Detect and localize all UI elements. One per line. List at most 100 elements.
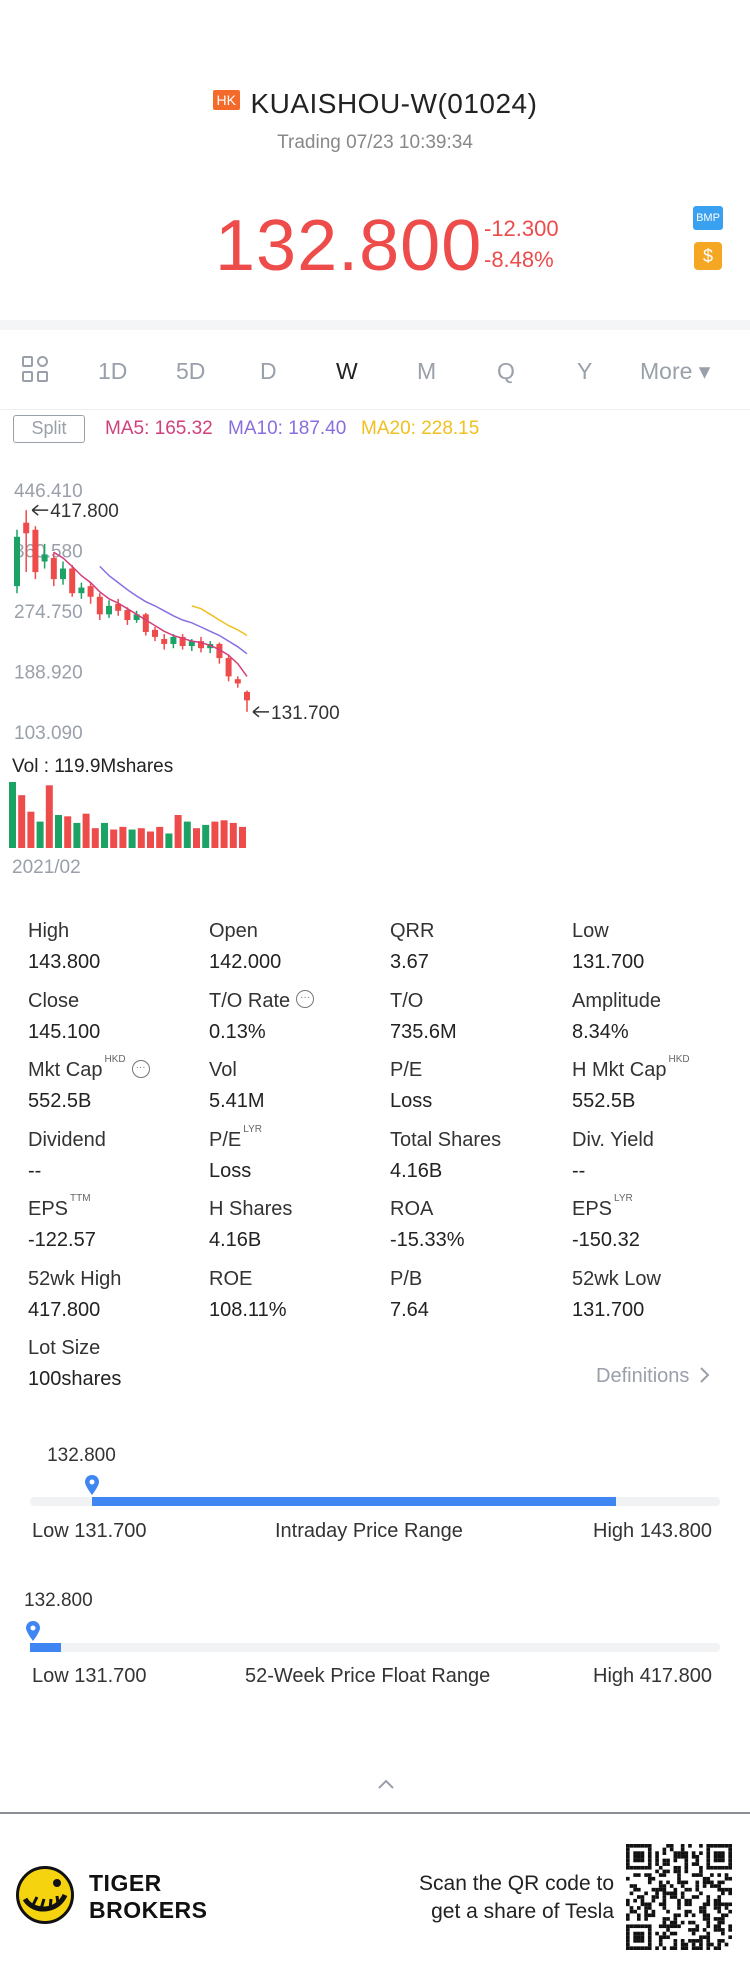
stat-value: -122.57	[28, 1229, 96, 1251]
info-icon[interactable]: ···	[296, 990, 315, 1009]
volume-bar	[27, 811, 35, 848]
stat-label: ROE	[209, 1268, 252, 1291]
volume-bar	[128, 829, 136, 848]
tab-0[interactable]: 1D	[98, 358, 128, 384]
candle-body	[78, 587, 85, 594]
trading-status: Trading 07/23 10:39:34	[277, 132, 473, 153]
chevron-up-icon[interactable]	[376, 1776, 396, 1792]
info-icon[interactable]: ···	[131, 1059, 150, 1078]
stat-value: Loss	[390, 1090, 433, 1112]
stat-value: 131.700	[572, 951, 645, 973]
stat-label-text: Open	[209, 920, 258, 942]
stat-label: Div. Yield	[572, 1129, 654, 1152]
stat-label-text: P/E	[209, 1128, 242, 1151]
tiger-logo-icon	[16, 1866, 74, 1924]
candle-body	[133, 614, 140, 620]
tab-2[interactable]: D	[260, 358, 277, 384]
candlestick-chart[interactable]: 446.410 360.580 274.750 188.920 103.090 417.8…	[0, 460, 750, 880]
stat-label-text: Close	[28, 989, 80, 1012]
grid-icon[interactable]	[22, 356, 50, 384]
volume-bar	[193, 828, 200, 848]
tab-3[interactable]: W	[336, 358, 358, 384]
footer-divider	[0, 1812, 750, 1814]
stat-label: EPS LYR	[572, 1193, 633, 1221]
tab-7[interactable]: More ▾	[640, 358, 711, 384]
stat-label: T/O Rate ···	[209, 989, 315, 1013]
last-price: 132.800	[215, 206, 483, 286]
stat-label: H Shares	[209, 1198, 292, 1221]
volume-bar	[202, 824, 210, 848]
tab-5[interactable]: Q	[497, 358, 515, 384]
high-arrow-icon	[31, 504, 49, 516]
candle-body	[124, 610, 131, 620]
stat-label-text: Amplitude	[572, 989, 661, 1012]
split-button[interactable]: Split	[13, 415, 85, 443]
stat-value: --	[28, 1159, 42, 1182]
intraday-low: Low 131.700	[32, 1520, 147, 1542]
volume-bar	[36, 821, 44, 848]
week52-high: High 417.800	[593, 1665, 712, 1687]
volume-bar	[137, 828, 145, 848]
candle-body	[60, 568, 66, 580]
tab-1[interactable]: 5D	[176, 358, 206, 384]
candle-body	[244, 691, 250, 701]
low-annotation: 131.700	[271, 703, 340, 724]
candle-body	[188, 641, 195, 647]
week52-title: 52-Week Price Float Range	[245, 1665, 491, 1687]
stat-label: H Mkt Cap HKD	[572, 1054, 690, 1082]
stock-name[interactable]: KUAISHOU-W(01024)	[250, 88, 538, 119]
stat-label-text: Low	[572, 920, 609, 942]
dollar-icon[interactable]: $	[694, 242, 722, 270]
volume-bar	[220, 820, 228, 848]
candle-body	[87, 586, 94, 597]
stat-value: --	[572, 1159, 586, 1182]
ma10-value: MA10: 187.40	[228, 418, 347, 439]
candle-body	[216, 643, 223, 659]
stat-label: P/E	[390, 1059, 422, 1082]
stat-label: Close	[28, 990, 79, 1013]
volume-bar	[64, 816, 72, 848]
stat-label-text: T/O Rate	[209, 989, 291, 1012]
stat-label-sup: HKD	[104, 1054, 126, 1066]
intraday-high: High 143.800	[593, 1520, 712, 1542]
candle-body	[179, 636, 186, 647]
volume-bar	[82, 813, 90, 848]
candle-body	[69, 568, 76, 594]
stat-label-text: EPS	[28, 1198, 69, 1220]
qr-code-icon[interactable]	[626, 1844, 732, 1950]
stat-label: Lot Size	[28, 1337, 100, 1360]
volume-bar	[174, 815, 182, 848]
stat-value: 143.800	[28, 951, 101, 973]
price-change: -12.300	[484, 216, 559, 241]
candle-body	[152, 629, 158, 637]
candle-body	[142, 614, 149, 632]
stat-label-sup: TTM	[70, 1193, 91, 1205]
brand-line-2: BROKERS	[89, 1897, 208, 1923]
definitions-link[interactable]: Definitions	[596, 1365, 711, 1388]
week52-low: Low 131.700	[32, 1665, 147, 1687]
price-change-pct: -8.48%	[484, 247, 554, 272]
stat-label: QRR	[390, 920, 434, 943]
ma20-value: MA20: 228.15	[361, 418, 480, 439]
stat-label: Low	[572, 920, 609, 943]
stat-label-text: Lot Size	[28, 1337, 101, 1359]
volume-bar	[119, 826, 127, 848]
stat-label: 52wk Low	[572, 1268, 661, 1291]
market-badge: HK	[212, 90, 240, 110]
stat-value: 131.700	[572, 1298, 645, 1321]
stat-label-text: P/B	[390, 1267, 423, 1290]
tab-4[interactable]: M	[417, 358, 437, 384]
bmp-icon[interactable]: BMP	[693, 206, 723, 230]
stat-label-text: EPS	[572, 1198, 613, 1220]
stat-label-text: ROE	[209, 1267, 253, 1290]
tab-6[interactable]: Y	[577, 358, 593, 384]
stat-value: -15.33%	[390, 1229, 465, 1251]
candle-body	[161, 639, 168, 644]
volume-bar	[239, 826, 246, 848]
stock-title-row: HK KUAISHOU-W(01024)	[0, 88, 750, 120]
y-tick-label: 274.750	[14, 602, 83, 623]
definitions-label: Definitions	[596, 1365, 690, 1387]
volume-bar	[45, 785, 53, 848]
quote-header: HK KUAISHOU-W(01024) Trading 07/23 10:39…	[0, 0, 750, 320]
stat-label: ROA	[390, 1198, 433, 1221]
